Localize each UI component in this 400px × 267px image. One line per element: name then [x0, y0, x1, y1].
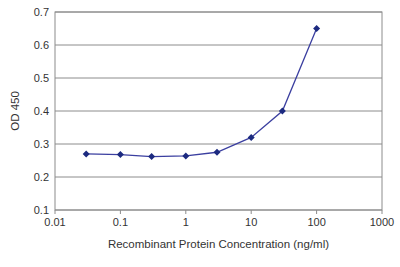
grid-line	[55, 45, 382, 46]
y-tick-label: 0.7	[34, 6, 49, 18]
x-tick-label: 1000	[370, 216, 394, 228]
x-axis-title: Recombinant Protein Concentration (ng/ml…	[108, 238, 329, 250]
x-tick	[185, 210, 186, 214]
x-tick-label: 1	[183, 216, 189, 228]
grid-line	[55, 144, 382, 145]
x-tick	[382, 210, 383, 214]
y-tick-label: 0.5	[34, 72, 49, 84]
x-tick-label: 0.1	[113, 216, 128, 228]
grid-line	[55, 177, 382, 178]
grid-line	[55, 111, 382, 112]
data-line	[86, 29, 316, 157]
y-tick-label: 0.6	[34, 39, 49, 51]
y-tick-label: 0.3	[34, 138, 49, 150]
y-tick-label: 0.4	[34, 105, 49, 117]
x-tick	[55, 210, 56, 214]
data-point	[148, 153, 155, 160]
x-tick	[251, 210, 252, 214]
data-point	[279, 108, 286, 115]
data-point	[83, 150, 90, 157]
data-point	[313, 25, 320, 32]
y-tick-label: 0.2	[34, 171, 49, 183]
x-tick	[316, 210, 317, 214]
data-point	[248, 134, 255, 141]
data-point	[117, 151, 124, 158]
x-tick-label: 10	[245, 216, 257, 228]
chart: 0.10.20.30.40.50.60.70.010.11101001000Re…	[0, 0, 400, 267]
grid-line	[55, 78, 382, 79]
y-axis-title: OD 450	[9, 91, 21, 131]
data-point	[182, 152, 189, 159]
y-tick-label: 0.1	[34, 204, 49, 216]
data-point	[214, 149, 221, 156]
plot-data	[83, 25, 320, 160]
plot-frame	[55, 12, 382, 210]
x-tick-label: 0.01	[44, 216, 65, 228]
x-tick	[120, 210, 121, 214]
x-tick-label: 100	[307, 216, 325, 228]
